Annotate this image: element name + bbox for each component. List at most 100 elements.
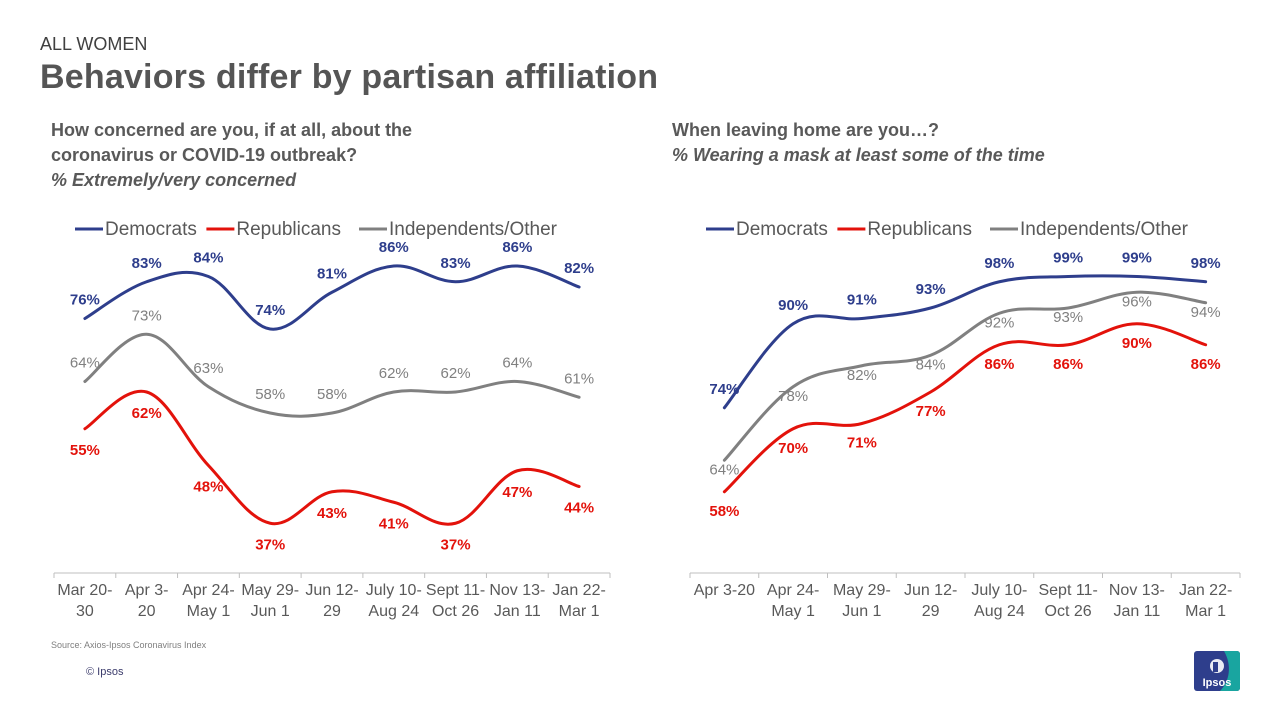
data-label-democrats: 76% bbox=[70, 292, 100, 309]
data-label-independents: 92% bbox=[984, 314, 1014, 331]
x-tick-label: Apr 3- bbox=[125, 582, 169, 599]
data-label-independents: 58% bbox=[255, 386, 285, 403]
x-tick-label: Jan 11 bbox=[494, 603, 541, 620]
x-tick-label: Apr 3-20 bbox=[694, 582, 755, 599]
legend-label-independents: Independents/Other bbox=[389, 219, 558, 240]
x-tick-label: Jan 11 bbox=[1113, 603, 1160, 620]
data-label-republicans: 86% bbox=[984, 356, 1014, 373]
x-tick-label: Sept 11- bbox=[426, 582, 485, 599]
series-line-independents bbox=[83, 332, 581, 418]
data-label-democrats: 99% bbox=[1053, 250, 1083, 267]
data-label-democrats: 74% bbox=[709, 381, 739, 398]
data-label-democrats: 81% bbox=[317, 265, 347, 282]
data-label-democrats: 84% bbox=[193, 250, 223, 267]
eyebrow-label: ALL WOMEN bbox=[40, 34, 148, 54]
data-label-republicans: 86% bbox=[1053, 356, 1083, 373]
x-tick-label: Jun 12- bbox=[305, 582, 358, 599]
data-label-independents: 93% bbox=[1053, 309, 1083, 326]
ipsos-logo: Ipsos bbox=[1194, 651, 1240, 691]
x-tick-label: Mar 20- bbox=[57, 582, 112, 599]
data-label-independents: 64% bbox=[70, 355, 100, 372]
data-label-independents: 63% bbox=[193, 360, 223, 377]
data-label-democrats: 83% bbox=[132, 255, 162, 272]
x-tick-label: May 1 bbox=[771, 603, 815, 620]
x-tick-label: Apr 24- bbox=[182, 582, 234, 599]
data-label-republicans: 58% bbox=[709, 503, 739, 520]
x-tick-label: Aug 24 bbox=[368, 603, 419, 620]
x-tick-label: July 10- bbox=[366, 582, 422, 599]
page-title: Behaviors differ by partisan affiliation bbox=[40, 58, 659, 96]
x-tick-label: Aug 24 bbox=[974, 603, 1025, 620]
x-tick-label: Jan 22- bbox=[552, 582, 605, 599]
series-line-democrats bbox=[722, 274, 1208, 410]
right-chart-subtitle: % Wearing a mask at least some of the ti… bbox=[672, 145, 1045, 165]
data-label-republicans: 77% bbox=[916, 403, 946, 420]
data-label-republicans: 71% bbox=[847, 435, 877, 452]
data-label-democrats: 86% bbox=[379, 239, 409, 256]
data-label-democrats: 83% bbox=[441, 255, 471, 272]
x-tick-label: Mar 1 bbox=[559, 603, 600, 620]
data-label-democrats: 93% bbox=[916, 281, 946, 298]
series-line-republicans bbox=[722, 322, 1208, 494]
legend-label-republicans: Republicans bbox=[867, 219, 972, 240]
x-tick-label: Jun 12- bbox=[904, 582, 957, 599]
legend-label-independents: Independents/Other bbox=[1020, 219, 1189, 240]
series-line-democrats bbox=[83, 264, 581, 331]
x-tick-label: Oct 26 bbox=[432, 603, 479, 620]
data-label-independents: 82% bbox=[847, 367, 877, 384]
chart-legend: Democrats Republicans Independents/Other bbox=[75, 219, 558, 240]
x-tick-label: Nov 13- bbox=[489, 582, 545, 599]
data-label-independents: 64% bbox=[709, 461, 739, 478]
data-label-republicans: 43% bbox=[317, 505, 347, 522]
x-tick-label: July 10- bbox=[971, 582, 1027, 599]
x-tick-label: 20 bbox=[138, 603, 156, 620]
data-label-republicans: 90% bbox=[1122, 335, 1152, 352]
left-chart-subtitle: % Extremely/very concerned bbox=[51, 170, 297, 190]
data-label-democrats: 90% bbox=[778, 297, 808, 314]
x-tick-label: Sept 11- bbox=[1038, 582, 1097, 599]
data-label-democrats: 82% bbox=[564, 260, 594, 277]
source-note: Source: Axios-Ipsos Coronavirus Index bbox=[51, 640, 207, 650]
data-label-independents: 84% bbox=[916, 356, 946, 373]
data-label-democrats: 74% bbox=[255, 302, 285, 319]
right-question-line-1: When leaving home are you…? bbox=[672, 120, 940, 140]
data-label-republicans: 44% bbox=[564, 500, 594, 517]
data-label-republicans: 62% bbox=[132, 405, 162, 422]
data-label-republicans: 55% bbox=[70, 442, 100, 459]
data-label-democrats: 98% bbox=[1191, 255, 1221, 272]
data-label-independents: 73% bbox=[132, 307, 162, 324]
data-label-republicans: 48% bbox=[193, 479, 223, 496]
x-tick-label: 29 bbox=[323, 603, 341, 620]
legend-label-republicans: Republicans bbox=[236, 219, 341, 240]
data-label-independents: 62% bbox=[379, 365, 409, 382]
x-tick-label: Jun 1 bbox=[251, 603, 290, 620]
series-line-republicans bbox=[83, 389, 581, 526]
data-label-republicans: 41% bbox=[379, 515, 409, 532]
left-question: How concerned are you, if at all, about … bbox=[51, 118, 571, 193]
left-question-line-2: coronavirus or COVID-19 outbreak? bbox=[51, 145, 358, 165]
data-label-independents: 61% bbox=[564, 370, 594, 387]
data-label-independents: 78% bbox=[778, 388, 808, 405]
data-label-republicans: 47% bbox=[502, 484, 532, 501]
x-tick-label: Jan 22- bbox=[1179, 582, 1232, 599]
right-question: When leaving home are you…? % Wearing a … bbox=[672, 118, 1232, 168]
copyright-note: © Ipsos bbox=[86, 666, 124, 678]
data-label-independents: 96% bbox=[1122, 293, 1152, 310]
data-label-democrats: 86% bbox=[502, 239, 532, 256]
data-label-independents: 62% bbox=[441, 365, 471, 382]
x-tick-label: Nov 13- bbox=[1109, 582, 1165, 599]
x-tick-label: May 29- bbox=[241, 582, 299, 599]
legend-label-democrats: Democrats bbox=[736, 219, 828, 240]
data-label-independents: 58% bbox=[317, 386, 347, 403]
data-label-republicans: 70% bbox=[778, 440, 808, 457]
x-tick-label: May 1 bbox=[187, 603, 231, 620]
x-tick-label: Mar 1 bbox=[1185, 603, 1226, 620]
data-label-independents: 94% bbox=[1191, 304, 1221, 321]
x-tick-label: Apr 24- bbox=[767, 582, 819, 599]
x-tick-label: 30 bbox=[76, 603, 94, 620]
left-question-line-1: How concerned are you, if at all, about … bbox=[51, 120, 413, 140]
data-label-democrats: 91% bbox=[847, 292, 877, 309]
data-label-republicans: 37% bbox=[441, 536, 471, 553]
x-tick-label: Oct 26 bbox=[1045, 603, 1092, 620]
